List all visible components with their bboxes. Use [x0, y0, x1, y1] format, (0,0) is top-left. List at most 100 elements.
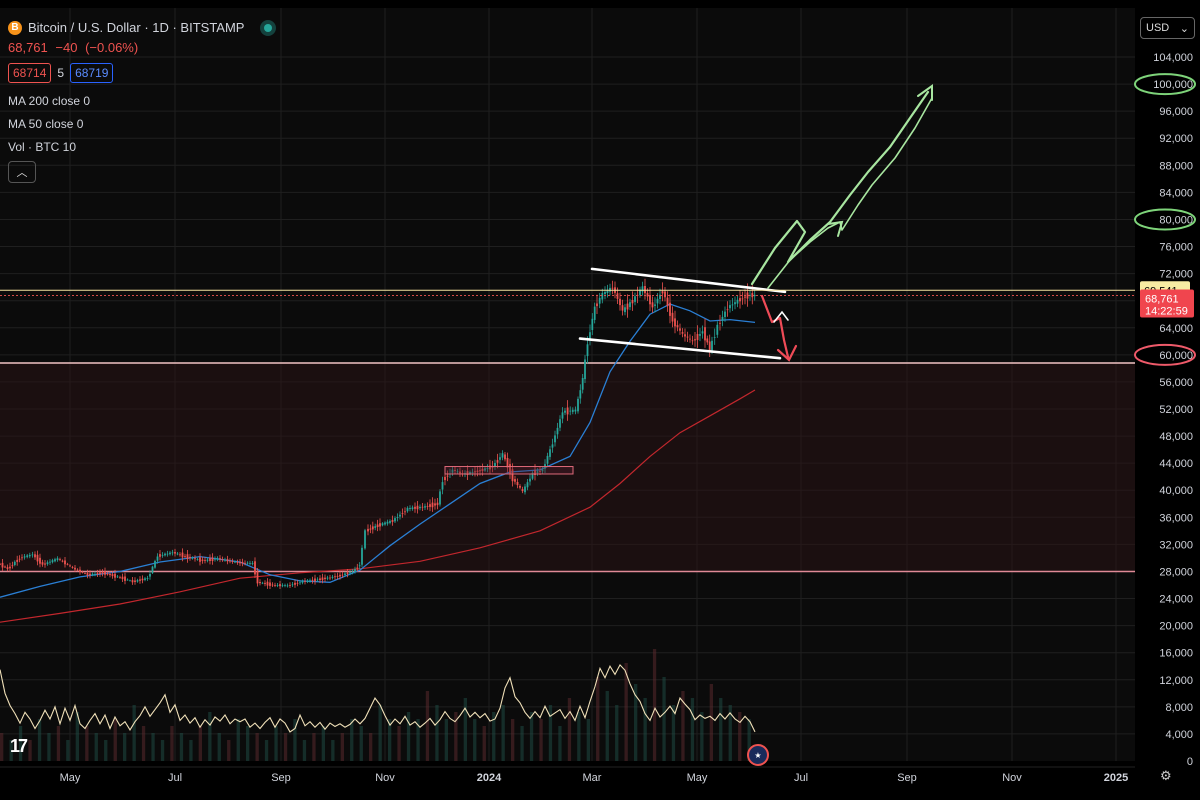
candle-body — [679, 328, 681, 331]
candle-body — [621, 305, 624, 311]
candle-body — [481, 468, 484, 471]
candle-body — [74, 567, 76, 570]
volume-bar — [463, 698, 467, 761]
volume-bar — [208, 712, 212, 761]
volume-bar — [586, 719, 590, 761]
volume-bar — [728, 705, 732, 761]
red-arrowhead-icon — [776, 344, 798, 362]
candle-body — [266, 581, 269, 586]
indicator-volume[interactable]: Vol · BTC 10 — [8, 140, 77, 154]
y-tick-label: 88,000 — [1159, 160, 1193, 172]
candle-body — [204, 560, 206, 561]
volume-bar — [9, 740, 13, 761]
candle-body — [224, 559, 226, 561]
candle-body — [489, 465, 491, 470]
candle-body — [184, 556, 186, 557]
volume-bars — [0, 649, 751, 761]
candle-body — [21, 557, 23, 559]
candle-body — [314, 578, 316, 582]
sell-button[interactable]: 68714 — [8, 63, 52, 83]
candle-body — [686, 336, 689, 338]
volume-bar — [662, 677, 666, 761]
volume-bar — [397, 726, 401, 761]
candle-body — [111, 574, 114, 577]
candle-body — [439, 491, 441, 505]
candle-body — [176, 553, 179, 555]
volume-bar — [406, 712, 411, 761]
candle-body — [471, 471, 474, 473]
volume-bar — [652, 649, 657, 761]
green-arrowhead-icon — [917, 84, 933, 101]
candle-body — [49, 561, 51, 563]
candle-body — [334, 576, 336, 578]
indicator-ma200[interactable]: MA 200 close 0 — [8, 94, 91, 108]
candle-body — [229, 560, 231, 562]
candle-body — [311, 579, 314, 581]
candle-body — [396, 517, 399, 518]
volume-bar — [501, 705, 505, 761]
volume-bar — [605, 691, 609, 761]
candle-body — [559, 419, 561, 428]
candle-body — [564, 410, 566, 413]
candle-body — [741, 298, 744, 300]
candle-body — [536, 471, 539, 473]
candle-body — [446, 475, 449, 477]
candle-body — [269, 582, 271, 586]
candle-body — [456, 471, 459, 473]
y-tick-label: 80,000 — [1159, 215, 1193, 227]
candle-body — [11, 565, 14, 567]
candle-body — [401, 513, 404, 514]
candle-body — [744, 296, 746, 298]
candle-body — [209, 558, 211, 561]
candle-body — [434, 503, 436, 506]
volume-bar — [312, 733, 316, 761]
candle-body — [726, 309, 729, 311]
collapse-legend-button[interactable]: ︿ — [8, 161, 36, 183]
candle-body — [86, 572, 89, 576]
candle-body — [346, 572, 349, 575]
volume-bar — [473, 719, 477, 761]
currency-select[interactable]: USD ⌄ — [1140, 17, 1195, 39]
candle-body — [429, 504, 431, 507]
candle-body — [516, 482, 519, 486]
candle-body — [609, 287, 611, 292]
candle-body — [519, 485, 521, 488]
buy-button[interactable]: 68719 — [70, 63, 114, 83]
volume-bar — [37, 719, 42, 761]
candle-body — [309, 580, 311, 582]
candle-body — [259, 582, 261, 584]
candle-body — [131, 580, 134, 583]
tradingview-logo-icon: 17 — [10, 736, 28, 756]
us-flag-icon[interactable]: ★ — [747, 744, 769, 766]
candle-body — [354, 569, 356, 572]
y-tick-label: 100,000 — [1153, 79, 1193, 91]
candle-body — [511, 469, 514, 482]
candle-body — [79, 569, 81, 572]
candle-body — [706, 338, 709, 343]
y-tick-label: 20,000 — [1159, 621, 1193, 633]
settings-gear-icon[interactable]: ⚙ — [1160, 768, 1172, 783]
candle-body — [549, 449, 551, 457]
candle-body — [414, 506, 416, 509]
candle-body — [44, 563, 46, 565]
volume-bar — [719, 698, 723, 761]
y-tick-label: 36,000 — [1159, 512, 1193, 524]
indicator-ma50[interactable]: MA 50 close 0 — [8, 117, 84, 131]
candle-body — [409, 508, 411, 509]
candle-body — [76, 569, 79, 571]
volume-bar — [350, 719, 354, 761]
market-status-icon — [264, 23, 273, 32]
candle-body — [566, 407, 569, 415]
candle-body — [161, 554, 164, 556]
candle-body — [241, 562, 244, 564]
candle-body — [294, 582, 296, 585]
candle-body — [391, 520, 394, 522]
ma50-line — [0, 303, 756, 598]
volume-bar — [151, 733, 155, 761]
y-axis-labels: 0 4,000 8,000 12,000 16,000 20,000 24,000 28,00… — [1153, 52, 1193, 768]
symbol-title[interactable]: Bitcoin / U.S. Dollar · 1D · BITSTAMP — [28, 20, 245, 35]
volume-bar — [378, 705, 382, 761]
x-tick-label: Jul — [168, 772, 182, 784]
x-tick-label: Nov — [375, 772, 395, 784]
